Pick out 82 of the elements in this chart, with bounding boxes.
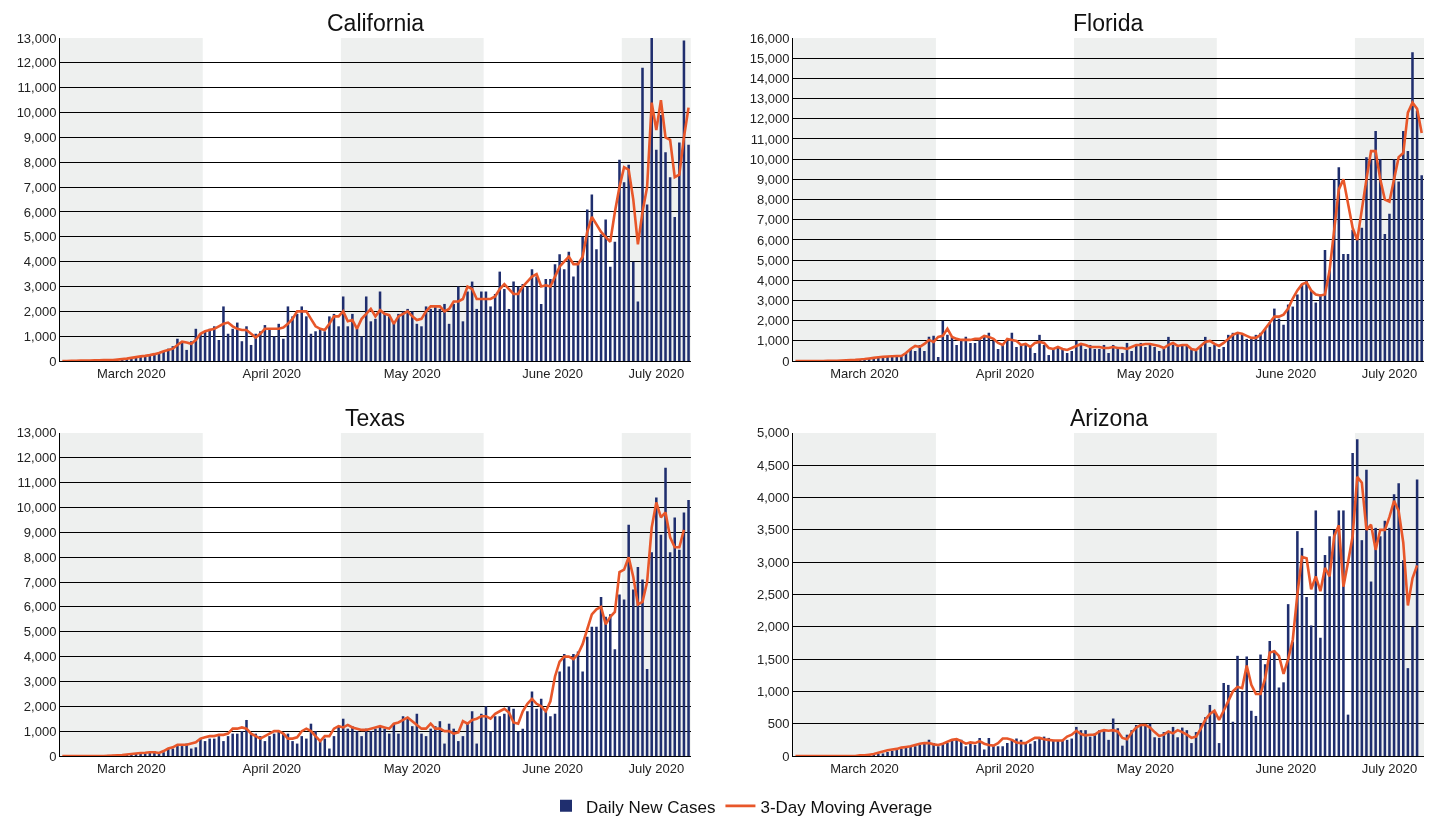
y-tick-label: 10,000 — [16, 105, 57, 121]
y-tick-label: 3,000 — [757, 554, 790, 570]
x-tick-label: April 2020 — [975, 760, 1035, 776]
y-tick-label: 11,000 — [17, 475, 57, 491]
y-tick-label: 0 — [782, 353, 790, 369]
y-tick-label: 13,000 — [16, 425, 57, 441]
y-tick-label: 4,000 — [23, 649, 57, 665]
y-tick-label: 9,000 — [23, 524, 57, 540]
y-tick-label: 5,000 — [23, 229, 57, 245]
y-tick-label: 2,000 — [757, 619, 790, 635]
legend-label: 3-Day Moving Average — [760, 797, 933, 817]
y-tick-label: 14,000 — [749, 70, 790, 86]
y-tick-label: 4,500 — [757, 457, 790, 473]
y-tick-label: 10,000 — [749, 151, 790, 167]
y-tick-label: 4,000 — [23, 254, 57, 270]
y-tick-label: 8,000 — [23, 154, 57, 170]
y-tick-label: 1,000 — [23, 723, 57, 739]
y-tick-label: 5,000 — [757, 252, 790, 268]
x-tick-label: June 2020 — [522, 760, 584, 776]
y-tick-label: 16,000 — [749, 30, 790, 46]
y-tick-label: 4,000 — [757, 272, 790, 288]
y-tick-label: 13,000 — [749, 91, 790, 107]
y-tick-label: 13,000 — [16, 30, 57, 46]
y-tick-label: 9,000 — [23, 129, 57, 145]
y-tick-label: 3,000 — [757, 293, 790, 309]
y-tick-label: 6,000 — [23, 599, 57, 615]
y-tick-label: 9,000 — [757, 171, 790, 187]
y-tick-label: 1,000 — [23, 328, 57, 344]
y-tick-label: 5,000 — [757, 425, 790, 441]
y-tick-label: 11,000 — [750, 131, 790, 147]
y-tick-label: 7,000 — [23, 179, 57, 195]
y-tick-label: 0 — [782, 748, 790, 764]
y-tick-label: 0 — [49, 748, 57, 764]
legend-label: Daily New Cases — [586, 797, 716, 817]
x-tick-label: April 2020 — [242, 365, 302, 381]
y-tick-label: 15,000 — [749, 50, 790, 66]
x-tick-label: May 2020 — [383, 760, 441, 776]
y-tick-label: 8,000 — [757, 192, 790, 208]
y-tick-label: 6,000 — [757, 232, 790, 248]
y-tick-label: 6,000 — [23, 204, 57, 220]
chart-title: Florida — [1073, 10, 1144, 36]
y-tick-label: 1,000 — [757, 333, 790, 349]
y-tick-label: 3,000 — [23, 673, 57, 689]
chart-title: Arizona — [1070, 405, 1149, 431]
x-tick-label: April 2020 — [242, 760, 302, 776]
y-tick-label: 0 — [49, 353, 57, 369]
y-tick-label: 10,000 — [16, 500, 57, 516]
chart-title: Texas — [345, 405, 406, 431]
y-tick-label: 4,000 — [757, 490, 790, 506]
y-tick-label: 3,500 — [757, 522, 790, 538]
y-tick-label: 2,000 — [23, 698, 57, 714]
chart-title: California — [327, 10, 425, 36]
x-tick-label: June 2020 — [522, 365, 584, 381]
y-tick-label: 12,000 — [749, 111, 790, 127]
x-tick-label: July 2020 — [628, 760, 685, 776]
y-tick-label: 1,500 — [757, 651, 790, 667]
x-tick-label: June 2020 — [1255, 760, 1317, 776]
y-tick-label: 7,000 — [757, 212, 790, 228]
x-tick-label: March 2020 — [830, 760, 899, 776]
x-tick-label: July 2020 — [1361, 760, 1418, 776]
y-tick-label: 500 — [767, 716, 790, 732]
y-tick-label: 2,000 — [23, 303, 57, 319]
y-tick-label: 2,500 — [757, 587, 790, 602]
y-tick-label: 12,000 — [16, 55, 57, 71]
x-tick-label: April 2020 — [975, 365, 1035, 381]
y-tick-label: 3,000 — [23, 279, 57, 295]
y-tick-label: 8,000 — [23, 549, 57, 565]
x-tick-label: May 2020 — [1116, 760, 1174, 776]
x-tick-label: May 2020 — [383, 365, 441, 381]
x-tick-label: March 2020 — [830, 365, 899, 381]
y-tick-label: 2,000 — [757, 313, 790, 329]
x-tick-label: July 2020 — [1361, 365, 1418, 381]
y-tick-label: 12,000 — [16, 450, 57, 466]
y-tick-label: 7,000 — [23, 574, 57, 590]
y-tick-label: 11,000 — [17, 80, 57, 96]
x-tick-label: May 2020 — [1116, 365, 1174, 381]
x-tick-label: March 2020 — [97, 365, 166, 381]
y-tick-label: 1,000 — [757, 683, 790, 699]
x-tick-label: July 2020 — [628, 365, 685, 381]
y-tick-label: 5,000 — [23, 624, 57, 640]
x-tick-label: June 2020 — [1255, 365, 1317, 381]
x-tick-label: March 2020 — [97, 760, 166, 776]
